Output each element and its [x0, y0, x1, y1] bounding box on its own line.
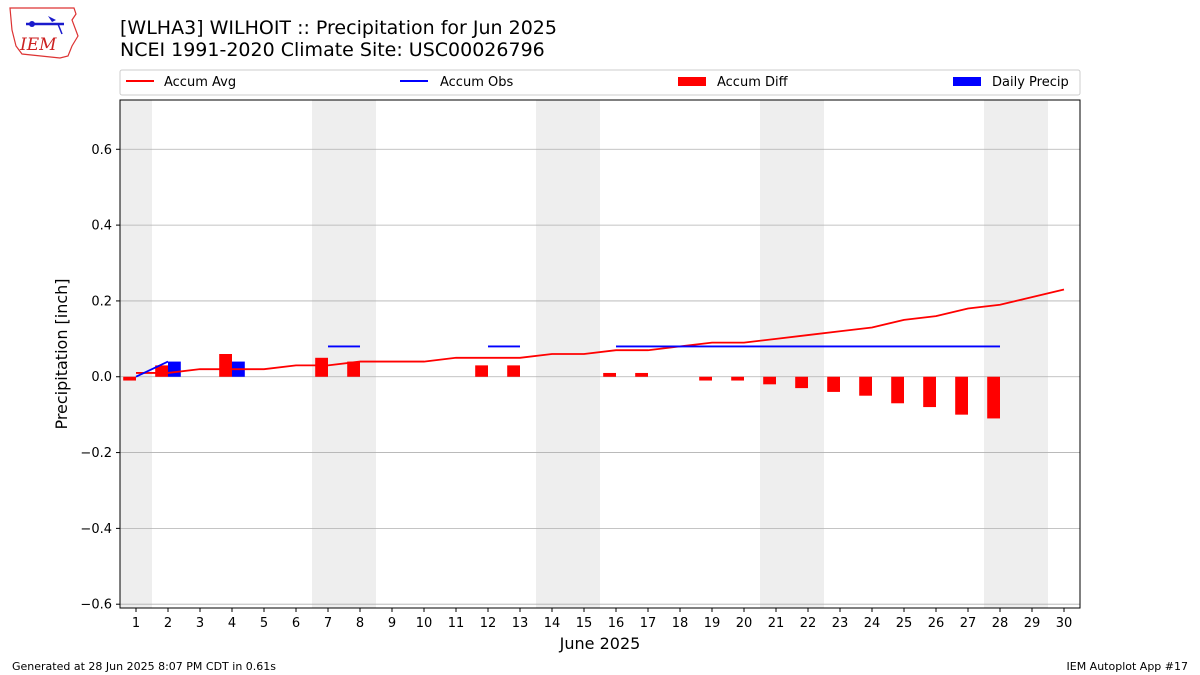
daily-precip-bar — [168, 361, 181, 377]
weekend-shade-7 — [312, 100, 344, 608]
x-tick-label: 25 — [896, 616, 913, 631]
legend-box — [119, 69, 1081, 96]
weekend-shade-28 — [984, 100, 1016, 608]
accum-diff-bar — [699, 376, 712, 381]
x-axis-ticks: 1 2 3 4 5 6 7 8 9 10 11 12 13 14 15 16 17 18 19 20 21 22 23 24 2… — [132, 608, 1072, 631]
legend-accum-diff-swatch — [678, 77, 706, 86]
accum-diff-bar — [955, 376, 968, 415]
x-tick-label: 3 — [196, 616, 204, 631]
x-tick-label: 20 — [736, 616, 753, 631]
footer-generated: Generated at 28 Jun 2025 8:07 PM CDT in … — [12, 660, 277, 673]
x-tick-label: 5 — [260, 616, 268, 631]
accum-diff-bar — [827, 376, 840, 392]
chart-subtitle: NCEI 1991-2020 Climate Site: USC00026796 — [120, 39, 545, 61]
x-tick-label: 15 — [576, 616, 593, 631]
accum-diff-bar — [507, 365, 520, 377]
y-tick-label: 0.4 — [91, 219, 112, 234]
x-tick-label: 14 — [544, 616, 561, 631]
accum-diff-bar — [923, 376, 936, 408]
accum-diff-bar — [347, 361, 360, 377]
x-tick-label: 17 — [640, 616, 657, 631]
y-tick-label: −0.6 — [80, 598, 112, 613]
accum-diff-bar — [635, 372, 648, 377]
y-axis-ticks: −0.6 −0.4 −0.2 0.0 0.2 0.4 0.6 — [80, 143, 120, 613]
logo-text: IEM — [19, 35, 57, 55]
iem-logo: IEM — [8, 6, 80, 60]
x-tick-label: 4 — [228, 616, 236, 631]
x-tick-label: 30 — [1056, 616, 1073, 631]
accum-diff-bar — [763, 376, 776, 385]
accum-avg-line — [136, 288, 1065, 374]
accum-diff-bar — [859, 376, 872, 396]
legend-daily-precip-swatch — [953, 77, 981, 86]
accum-diff-bar — [795, 376, 808, 389]
legend-accum-obs-label: Accum Obs — [440, 75, 513, 90]
legend-accum-avg-label: Accum Avg — [164, 75, 236, 90]
x-tick-label: 8 — [356, 616, 364, 631]
x-tick-label: 12 — [480, 616, 497, 631]
weekend-shade-22 — [792, 100, 824, 608]
accum-obs-line — [135, 360, 169, 378]
x-tick-label: 26 — [928, 616, 945, 631]
series-lines — [135, 288, 1065, 378]
plot-frame — [119, 99, 1081, 609]
accum-diff-bar — [891, 376, 904, 404]
x-tick-label: 19 — [704, 616, 721, 631]
accum-diff-bar — [155, 365, 168, 377]
y-axis-label: Precipitation [inch] — [52, 278, 71, 429]
x-tick-label: 18 — [672, 616, 689, 631]
x-tick-label: 28 — [992, 616, 1009, 631]
accum-diff-bar — [475, 365, 488, 377]
legend-accum-diff-label: Accum Diff — [717, 75, 789, 90]
weekend-shade-8 — [344, 100, 376, 608]
x-tick-label: 11 — [448, 616, 465, 631]
x-tick-label: 22 — [800, 616, 817, 631]
x-tick-label: 7 — [324, 616, 332, 631]
accum-diff-bar — [603, 372, 616, 377]
chart-title: [WLHA3] WILHOIT :: Precipitation for Jun… — [120, 17, 557, 39]
chart-title-block: [WLHA3] WILHOIT :: Precipitation for Jun… — [120, 17, 557, 61]
accum-diff-bar — [987, 376, 1000, 419]
y-tick-label: −0.2 — [80, 446, 112, 461]
footer-app: IEM Autoplot App #17 — [1066, 660, 1189, 673]
x-tick-label: 9 — [388, 616, 396, 631]
x-tick-label: 6 — [292, 616, 300, 631]
accum-diff-bar — [731, 376, 744, 381]
gridlines — [120, 148, 1080, 605]
y-tick-label: 0.6 — [91, 143, 112, 158]
accum-diff-bars — [123, 354, 1000, 419]
accum-diff-bar — [315, 357, 328, 377]
y-tick-label: 0.0 — [91, 370, 112, 385]
x-tick-label: 2 — [164, 616, 172, 631]
x-tick-label: 13 — [512, 616, 529, 631]
weekend-shade-29 — [1016, 100, 1048, 608]
weekend-shade-1 — [120, 100, 152, 608]
x-tick-label: 23 — [832, 616, 849, 631]
x-tick-label: 1 — [132, 616, 140, 631]
y-tick-label: 0.2 — [91, 294, 112, 309]
y-tick-label: −0.4 — [80, 522, 112, 537]
x-tick-label: 10 — [416, 616, 433, 631]
x-tick-label: 24 — [864, 616, 881, 631]
x-tick-label: 29 — [1024, 616, 1041, 631]
weekend-shade-21 — [760, 100, 792, 608]
x-tick-label: 21 — [768, 616, 785, 631]
accum-diff-bar — [219, 354, 232, 377]
x-tick-label: 27 — [960, 616, 977, 631]
legend-daily-precip-label: Daily Precip — [992, 75, 1069, 90]
legend: Accum Avg Accum Obs Accum Diff Daily Pre… — [119, 69, 1081, 96]
x-axis-label: June 2025 — [559, 634, 641, 653]
accum-diff-bar — [123, 376, 136, 381]
x-tick-label: 16 — [608, 616, 625, 631]
